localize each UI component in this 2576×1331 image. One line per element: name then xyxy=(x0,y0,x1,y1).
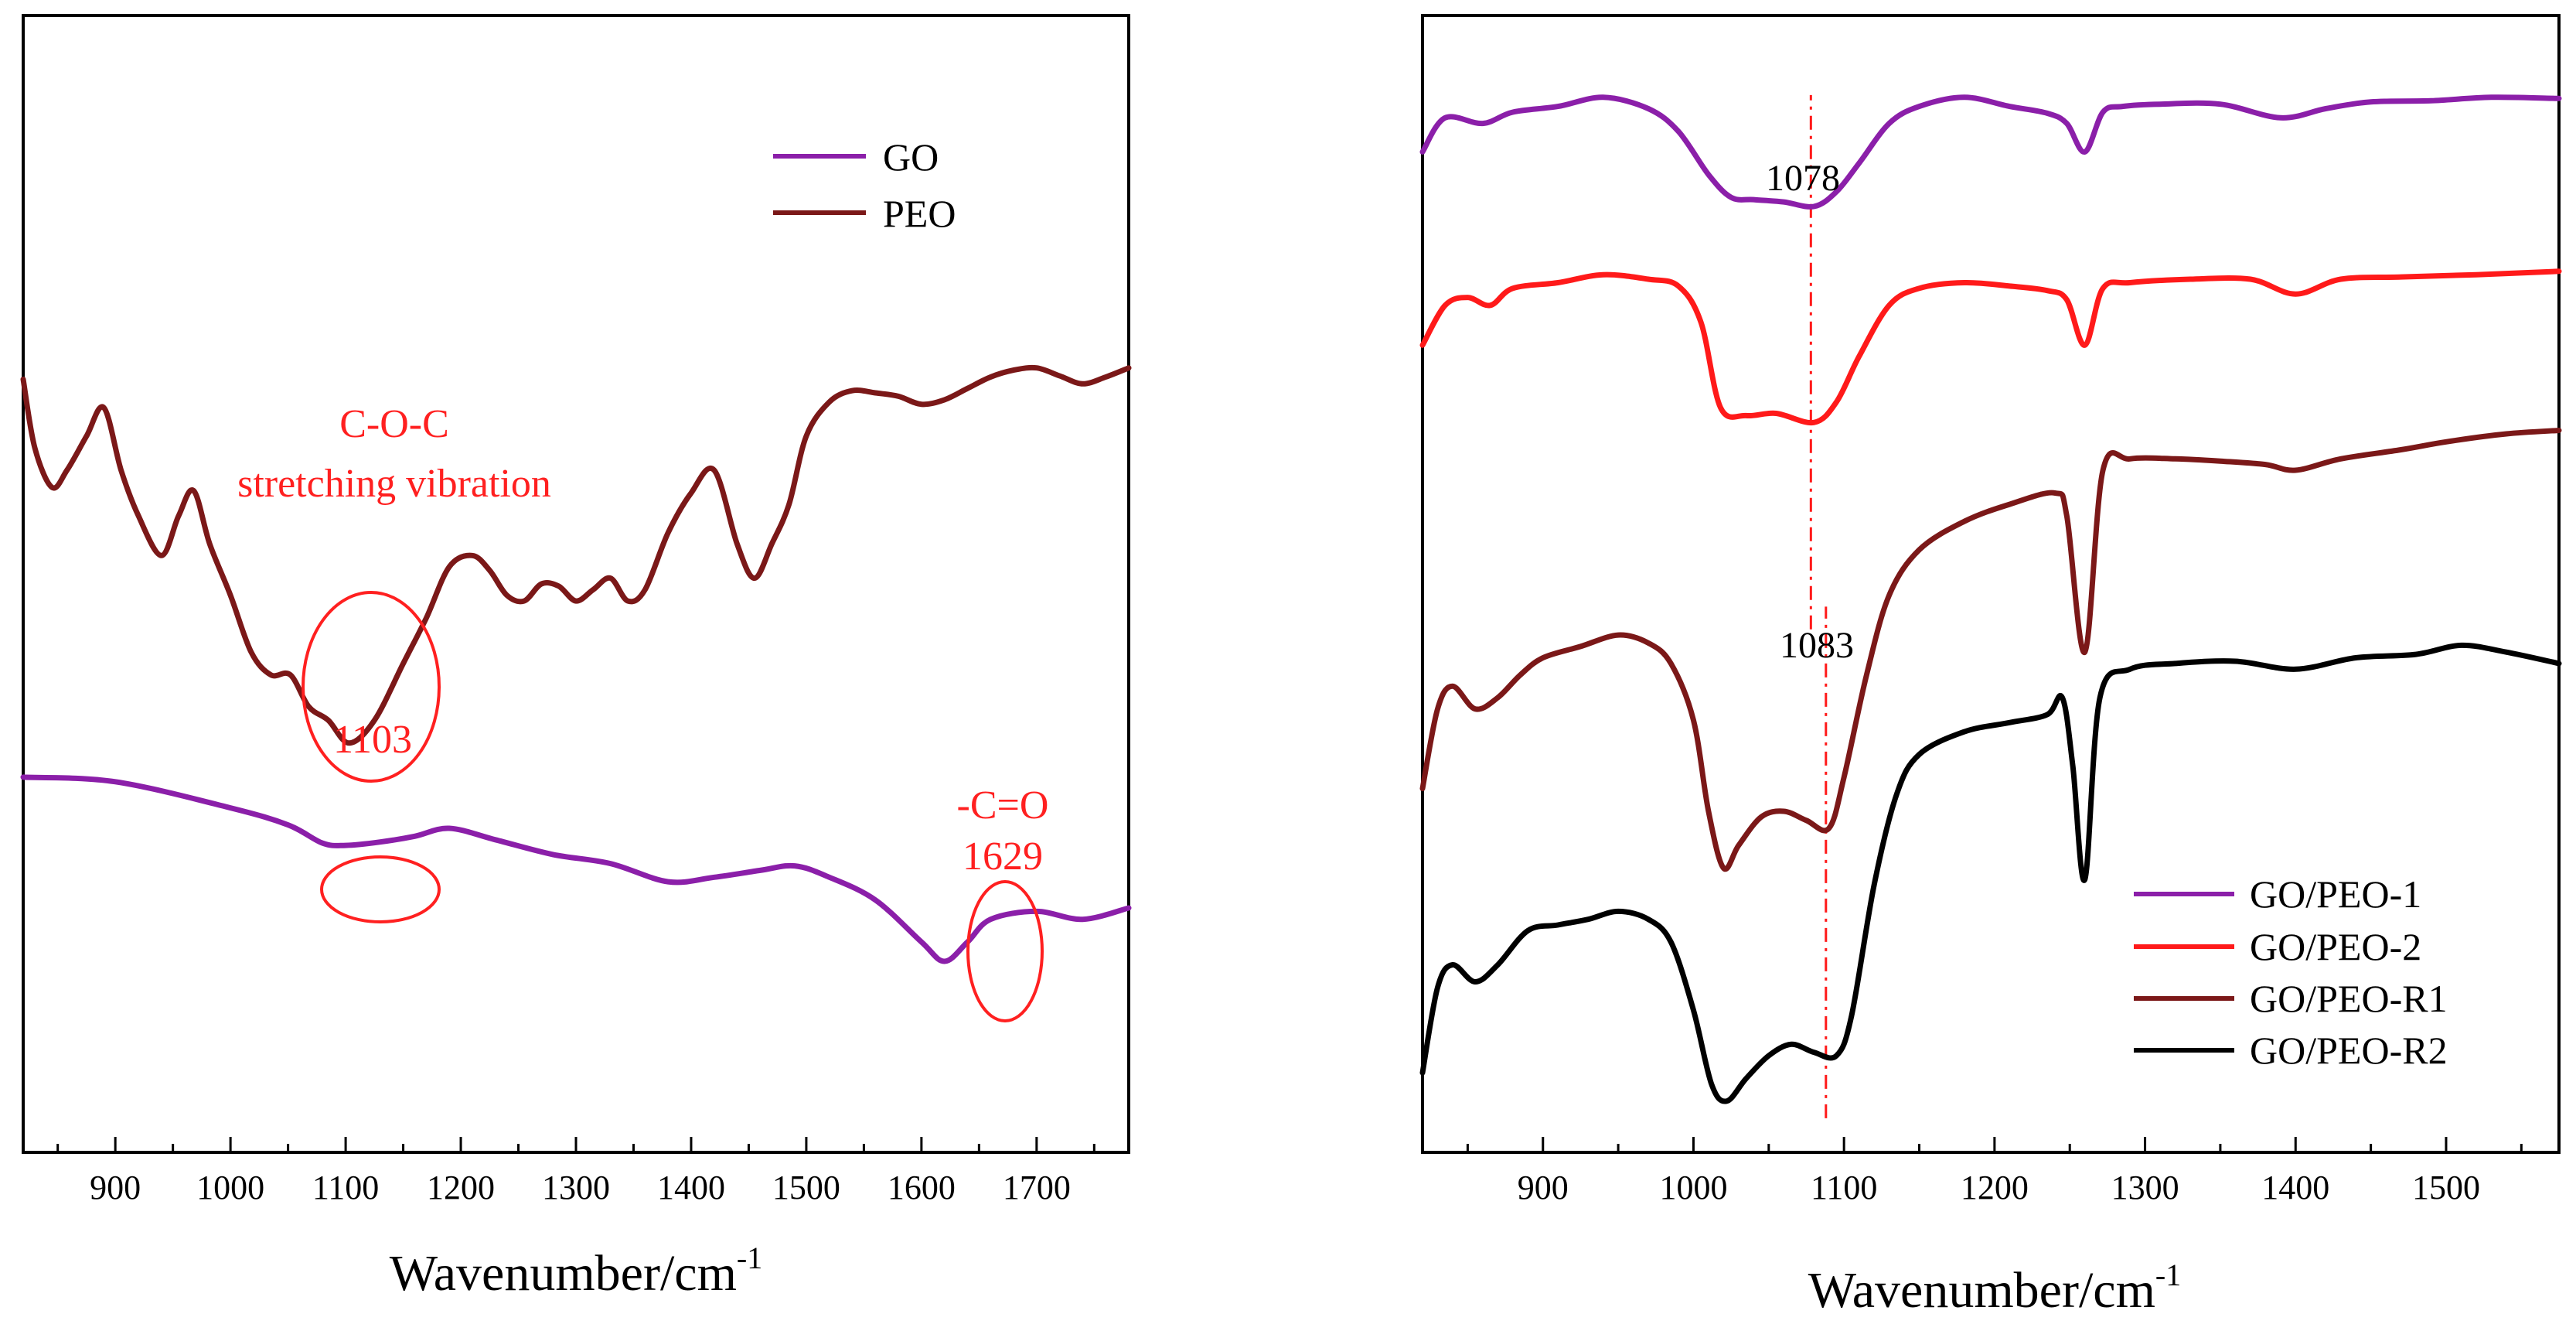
x-tick-label: 1000 xyxy=(1659,1169,1727,1206)
left-x-axis-title-base: Wavenumber/cm xyxy=(390,1245,737,1302)
left-x-ticks: 900 1000 1100 1200 1300 1400 1500 1600 1700 xyxy=(56,1137,1095,1206)
x-tick-label: 1400 xyxy=(657,1169,725,1206)
marker-label-1078: 1078 xyxy=(1766,158,1840,199)
legend-label-go-peo-2: GO/PEO-2 xyxy=(2250,925,2421,968)
legend-label-go-peo-r1: GO/PEO-R1 xyxy=(2250,977,2448,1020)
left-legend: GO PEO xyxy=(773,135,956,235)
co-peak-label: 1629 xyxy=(963,834,1043,879)
x-tick-label: 1000 xyxy=(196,1169,264,1206)
coc-sublabel: stretching vibration xyxy=(237,462,551,506)
right-x-axis-title-sup: -1 xyxy=(2155,1258,2181,1292)
marker-label-1083: 1083 xyxy=(1780,625,1854,666)
legend-label-go-peo-r2: GO/PEO-R2 xyxy=(2250,1029,2448,1072)
x-tick-label: 1400 xyxy=(2261,1169,2329,1206)
series-line-peo xyxy=(20,364,1132,746)
go-coc-ellipse xyxy=(320,855,441,923)
right-marker-lines xyxy=(1809,94,1828,1118)
x-tick-label: 1600 xyxy=(888,1169,956,1206)
x-tick-label: 900 xyxy=(90,1169,141,1206)
x-tick-label: 1300 xyxy=(2111,1169,2179,1206)
co-peak-ellipse xyxy=(966,880,1044,1022)
right-x-axis-title: Wavenumber/cm-1 xyxy=(1808,1258,2182,1319)
x-tick-label: 1500 xyxy=(772,1169,840,1206)
right-x-axis-title-base: Wavenumber/cm xyxy=(1808,1262,2155,1319)
x-tick-label: 1100 xyxy=(312,1169,379,1206)
legend-label-peo: PEO xyxy=(883,192,956,235)
series-line-go-peo-r1 xyxy=(1419,428,2562,872)
series-line-go-peo-1 xyxy=(1419,94,2562,210)
left-series xyxy=(20,364,1132,964)
right-x-ticks: 900 1000 1100 1200 1300 1400 1500 xyxy=(1466,1137,2523,1206)
right-chart: 900 1000 1100 1200 1300 1400 1500 1078 1083 GO… xyxy=(1419,14,2562,1319)
x-tick-label: 1100 xyxy=(1811,1169,1877,1206)
legend-label-go: GO xyxy=(883,135,939,179)
x-tick-label: 1200 xyxy=(427,1169,495,1206)
x-tick-label: 1200 xyxy=(1961,1169,2029,1206)
x-tick-label: 1700 xyxy=(1003,1169,1071,1206)
series-line-go-peo-2 xyxy=(1419,268,2562,426)
peak-1103-label: 1103 xyxy=(333,718,412,762)
right-series xyxy=(1419,94,2562,1104)
series-line-go xyxy=(20,774,1132,964)
left-plot-frame xyxy=(22,14,1130,1154)
right-plot-frame xyxy=(1421,14,2561,1154)
co-label: -C=O xyxy=(957,783,1049,828)
x-tick-label: 1500 xyxy=(2412,1169,2480,1206)
left-chart: 900 1000 1100 1200 1300 1400 1500 1600 1700 C-O-… xyxy=(20,14,1132,1302)
left-x-axis-title-sup: -1 xyxy=(737,1241,762,1275)
series-line-go-peo-r2 xyxy=(1419,642,2562,1104)
coc-peak-ellipse xyxy=(302,591,441,783)
right-legend: GO/PEO-1 GO/PEO-2 GO/PEO-R1 GO/PEO-R2 xyxy=(2134,872,2448,1072)
x-tick-label: 1300 xyxy=(542,1169,610,1206)
left-x-axis-title: Wavenumber/cm-1 xyxy=(390,1241,763,1302)
coc-label: C-O-C xyxy=(339,402,449,446)
legend-label-go-peo-1: GO/PEO-1 xyxy=(2250,872,2421,916)
x-tick-label: 900 xyxy=(1518,1169,1569,1206)
